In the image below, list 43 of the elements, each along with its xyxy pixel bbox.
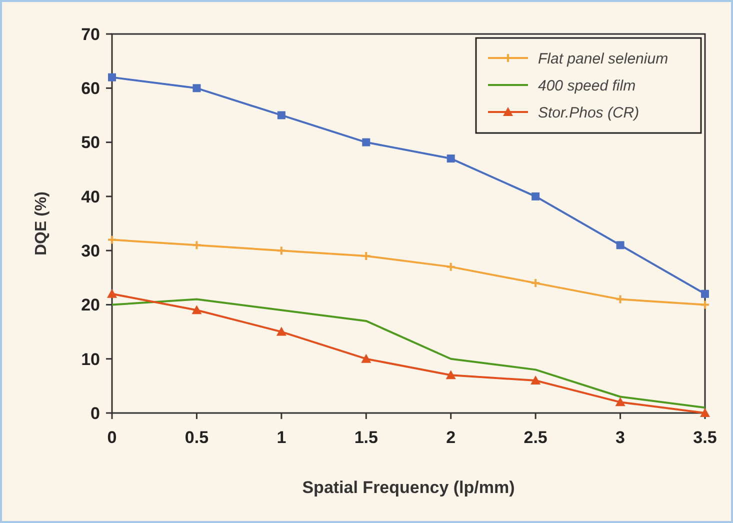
point <box>277 111 286 120</box>
x-tick-label: 1.5 <box>354 428 378 447</box>
legend-label: Flat panel selenium <box>538 50 668 68</box>
point <box>276 246 286 256</box>
point <box>192 240 202 250</box>
point <box>446 262 456 272</box>
point <box>701 290 709 298</box>
x-tick-label: 0 <box>107 428 117 447</box>
x-tick-label: 1 <box>276 428 286 447</box>
x-tick-label: 0.5 <box>184 428 209 447</box>
point <box>530 376 541 385</box>
point <box>192 84 201 92</box>
point <box>615 397 626 406</box>
point <box>192 305 202 314</box>
point <box>361 354 372 363</box>
y-tick-label: 0 <box>90 404 100 423</box>
point <box>361 250 372 261</box>
point <box>108 73 116 82</box>
legend-label: Stor.Phos (CR) <box>538 104 640 122</box>
y-tick-label: 70 <box>81 24 100 44</box>
x-tick-label: 3 <box>616 428 626 447</box>
y-tick-label: 20 <box>81 296 100 315</box>
point <box>107 288 117 298</box>
point <box>362 138 370 146</box>
y-tick-label: 10 <box>81 350 100 369</box>
point <box>700 408 710 417</box>
point <box>530 278 541 288</box>
x-axis-title: Spatial Frequency (lp/mm) <box>302 478 515 497</box>
x-tick-label: 2.5 <box>524 428 548 447</box>
y-axis-title: DQE (%) <box>33 192 50 256</box>
point <box>615 294 626 304</box>
point <box>446 370 456 380</box>
point <box>616 241 624 250</box>
point <box>532 192 540 200</box>
y-tick-label: 30 <box>81 242 100 261</box>
legend-label: 400 speed film <box>538 77 636 94</box>
y-tick-label: 40 <box>81 187 100 206</box>
point <box>276 326 286 336</box>
point <box>446 154 455 163</box>
y-tick-label: 50 <box>81 133 100 152</box>
y-tick-label: 60 <box>81 79 100 98</box>
x-tick-label: 3.5 <box>693 428 717 447</box>
x-tick-label: 2 <box>446 428 456 447</box>
